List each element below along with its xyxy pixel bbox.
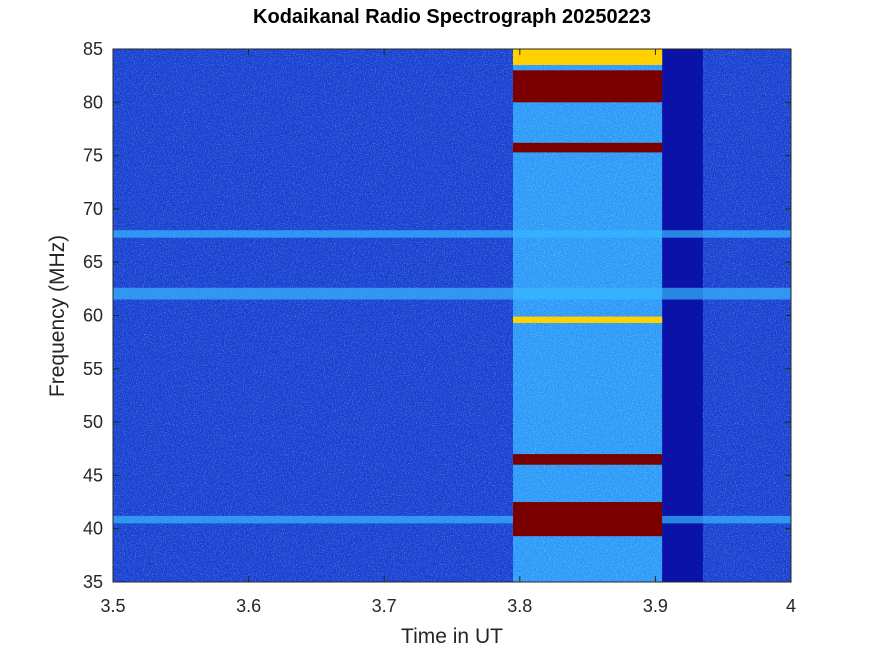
x-tick-label: 4 (786, 596, 796, 616)
y-tick-label: 55 (83, 359, 103, 379)
y-tick-label: 70 (83, 199, 103, 219)
band-67 (113, 230, 791, 238)
band-burst-46 (513, 454, 663, 465)
x-axis: 3.5 3.6 3.7 3.8 3.9 4 (100, 49, 796, 616)
y-axis: 35 40 45 50 55 60 65 70 75 80 85 (83, 39, 791, 592)
x-tick-label: 3.7 (372, 596, 397, 616)
band-burst-75 (513, 142, 663, 153)
region-noise-burst-interval (513, 49, 663, 582)
band-burst-85 (513, 49, 663, 65)
band-burst-80 (513, 70, 663, 103)
x-axis-label: Time in UT (401, 625, 503, 648)
y-tick-label: 45 (83, 465, 103, 485)
band-62 (113, 287, 791, 300)
y-axis-label: Frequency (MHz) (46, 235, 69, 397)
y-tick-label: 65 (83, 252, 103, 272)
region-quiet-gap (662, 49, 703, 582)
y-tick-label: 40 (83, 519, 103, 539)
y-tick-label: 75 (83, 146, 103, 166)
x-tick-label: 3.8 (507, 596, 532, 616)
band-41 (113, 515, 791, 524)
y-tick-label: 80 (83, 92, 103, 112)
x-tick-label: 3.9 (643, 596, 668, 616)
y-tick-label: 50 (83, 412, 103, 432)
band-burst-40 (513, 502, 663, 537)
x-tick-label: 3.6 (236, 596, 261, 616)
x-tick-label: 3.5 (100, 596, 125, 616)
plot-area (113, 49, 791, 582)
chart-title: Kodaikanal Radio Spectrograph 20250223 (253, 6, 651, 28)
y-tick-label: 35 (83, 572, 103, 592)
y-tick-label: 85 (83, 39, 103, 59)
band-burst-60 (513, 316, 663, 323)
y-tick-label: 60 (83, 306, 103, 326)
